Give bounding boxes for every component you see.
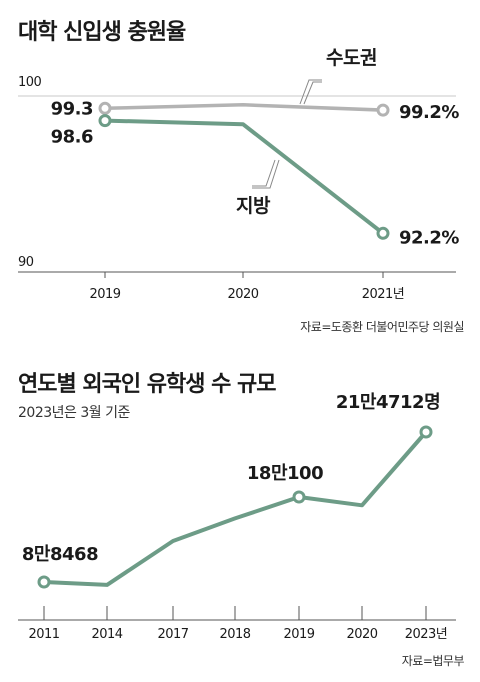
chart1-xtick-label: 2020 bbox=[227, 287, 258, 302]
chart1-data-point bbox=[376, 103, 390, 117]
chart1-data-point bbox=[98, 101, 112, 115]
chart1-x-axis: 2019 2020 2021년 bbox=[89, 272, 405, 302]
chart2-data-point bbox=[37, 575, 51, 589]
chart2-xtick-label: 2014 bbox=[91, 627, 122, 642]
chart1-series-line bbox=[104, 118, 385, 235]
chart1-callout-line-region bbox=[252, 159, 276, 187]
chart2-xtick-label: 2017 bbox=[157, 627, 188, 642]
chart2-subtitle: 2023년은 3월 기준 bbox=[18, 405, 130, 421]
chart2-data-point bbox=[419, 425, 433, 439]
chart1-callout-line-region-2 bbox=[252, 159, 280, 189]
chart1-data-label: 99.2% bbox=[399, 102, 459, 123]
chart2-series-group: 8만8468 18만100 21만4712명 bbox=[22, 392, 441, 589]
chart2-xtick-label: 2020 bbox=[346, 627, 377, 642]
chart1-callout-line-capital-2 bbox=[303, 81, 322, 105]
chart2-xtick-label: 2018 bbox=[219, 627, 250, 642]
chart1-data-label: 99.3 bbox=[51, 98, 93, 119]
chart1-source: 자료=도종환 더불어민주당 의원실 bbox=[300, 320, 464, 334]
chart1-xtick-label: 2019 bbox=[89, 287, 120, 302]
chart1-ytick-90: 90 bbox=[18, 255, 34, 270]
chart1-series-line bbox=[104, 103, 384, 112]
chart1-xtick-label: 2021년 bbox=[362, 287, 405, 302]
chart1-ytick-100: 100 bbox=[18, 75, 42, 90]
chart1-legend-capital: 수도권 bbox=[326, 47, 377, 69]
chart1-callout-line-capital bbox=[299, 79, 322, 105]
chart1-data-point bbox=[98, 114, 112, 128]
chart1-plot: 100 90 2019 2020 2021년 99.3 99.2%98.692.2% … bbox=[18, 47, 460, 302]
chart2-series-line bbox=[43, 430, 428, 587]
chart1-legend-region: 지방 bbox=[236, 195, 271, 217]
chart1-data-label: 92.2% bbox=[399, 227, 459, 248]
chart1-series-group: 99.3 99.2% 98.6 92.2% bbox=[51, 98, 460, 248]
chart2-xtick-label: 2019 bbox=[283, 627, 314, 642]
chart2-data-label: 8만8468 bbox=[22, 544, 98, 565]
chart1-data-label: 98.6 bbox=[51, 127, 93, 148]
chart1-title: 대학 신입생 충원율 bbox=[18, 20, 186, 45]
chart2-source: 자료=법무부 bbox=[401, 654, 465, 668]
chart2-xtick-label: 2023년 bbox=[405, 627, 448, 642]
chart2-data-label: 18만100 bbox=[247, 463, 323, 484]
chart2-data-label: 21만4712명 bbox=[336, 392, 440, 413]
chart2-x-axis: 2011 2014 2017 2018 2019 2020 2023년 bbox=[28, 606, 448, 642]
chart2-title: 연도별 외국인 유학생 수 규모 bbox=[18, 372, 277, 397]
chart2-xtick-label: 2011 bbox=[28, 627, 59, 642]
chart1-data-point bbox=[376, 226, 390, 240]
chart2-data-point bbox=[292, 490, 306, 504]
